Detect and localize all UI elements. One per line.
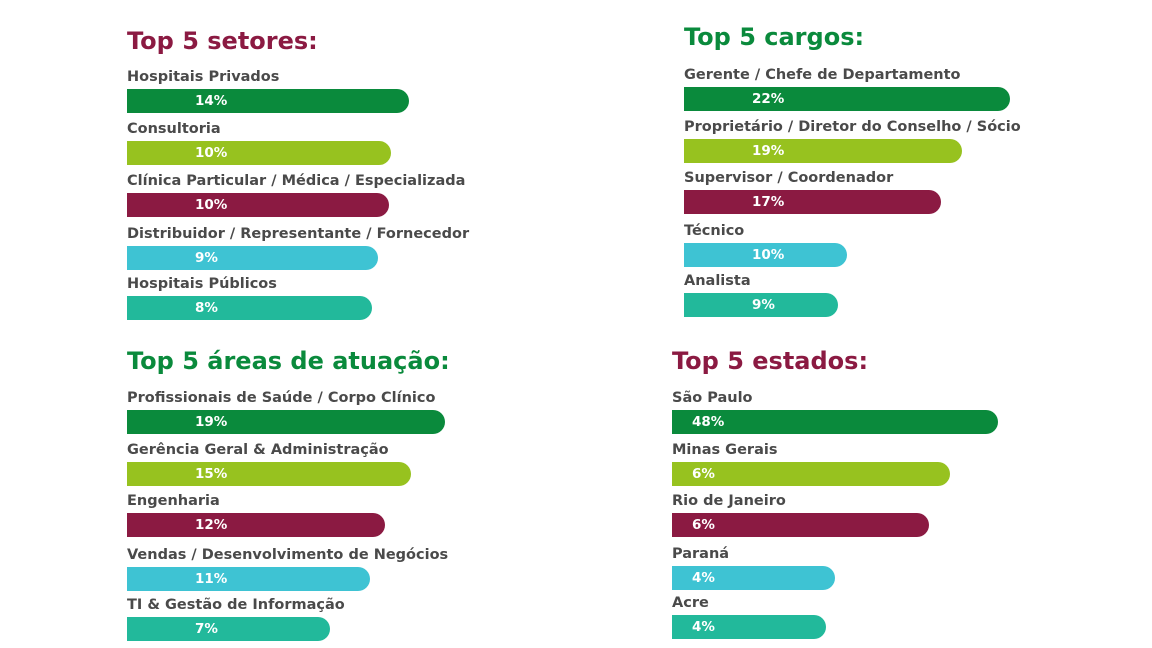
category-label: Hospitais Privados xyxy=(127,69,280,85)
bar: 6% xyxy=(672,462,950,486)
chart-title: Top 5 áreas de atuação: xyxy=(127,347,450,375)
category-label: Paraná xyxy=(672,546,730,562)
category-label: Clínica Particular / Médica / Especializ… xyxy=(127,173,466,189)
bar: 12% xyxy=(127,513,385,537)
chart-title: Top 5 setores: xyxy=(127,27,318,55)
value-label: 48% xyxy=(692,414,725,430)
category-label: Vendas / Desenvolvimento de Negócios xyxy=(127,547,449,563)
value-label: 14% xyxy=(195,93,228,109)
category-label: Hospitais Públicos xyxy=(127,276,277,292)
value-label: 17% xyxy=(752,194,785,210)
value-label: 19% xyxy=(752,143,785,159)
bar: 4% xyxy=(672,615,826,639)
value-label: 10% xyxy=(752,247,785,263)
bar: 15% xyxy=(127,462,411,486)
bar: 4% xyxy=(672,566,835,590)
category-label: Engenharia xyxy=(127,493,220,509)
bar: 11% xyxy=(127,567,370,591)
value-label: 9% xyxy=(195,250,218,266)
category-label: Consultoria xyxy=(127,121,221,137)
bar: 19% xyxy=(127,410,445,434)
bar: 17% xyxy=(684,190,941,214)
value-label: 4% xyxy=(692,570,715,586)
value-label: 6% xyxy=(692,466,715,482)
bar: 48% xyxy=(672,410,998,434)
value-label: 11% xyxy=(195,571,228,587)
bar: 10% xyxy=(127,193,389,217)
bar: 8% xyxy=(127,296,372,320)
value-label: 6% xyxy=(692,517,715,533)
category-label: Gerência Geral & Administração xyxy=(127,442,389,458)
category-label: Distribuidor / Representante / Fornecedo… xyxy=(127,226,470,242)
category-label: Minas Gerais xyxy=(672,442,778,458)
value-label: 8% xyxy=(195,300,218,316)
value-label: 7% xyxy=(195,621,218,637)
bar: 10% xyxy=(684,243,847,267)
value-label: 19% xyxy=(195,414,228,430)
bar: 9% xyxy=(684,293,838,317)
bar: 19% xyxy=(684,139,962,163)
category-label: Analista xyxy=(684,273,751,289)
category-label: Gerente / Chefe de Departamento xyxy=(684,67,961,83)
bar: 22% xyxy=(684,87,1010,111)
value-label: 15% xyxy=(195,466,228,482)
bar: 14% xyxy=(127,89,409,113)
chart-title: Top 5 cargos: xyxy=(684,23,865,51)
value-label: 4% xyxy=(692,619,715,635)
chart-title: Top 5 estados: xyxy=(672,347,869,375)
value-label: 12% xyxy=(195,517,228,533)
category-label: Técnico xyxy=(684,223,745,239)
category-label: Profissionais de Saúde / Corpo Clínico xyxy=(127,390,436,406)
value-label: 10% xyxy=(195,197,228,213)
value-label: 22% xyxy=(752,91,785,107)
bar: 10% xyxy=(127,141,391,165)
bar: 7% xyxy=(127,617,330,641)
value-label: 10% xyxy=(195,145,228,161)
category-label: Proprietário / Diretor do Conselho / Sóc… xyxy=(684,119,1021,135)
category-label: Supervisor / Coordenador xyxy=(684,170,894,186)
category-label: TI & Gestão de Informação xyxy=(127,597,345,613)
bar: 6% xyxy=(672,513,929,537)
category-label: Rio de Janeiro xyxy=(672,493,786,509)
value-label: 9% xyxy=(752,297,775,313)
category-label: Acre xyxy=(672,595,709,611)
category-label: São Paulo xyxy=(672,390,753,406)
bar: 9% xyxy=(127,246,378,270)
